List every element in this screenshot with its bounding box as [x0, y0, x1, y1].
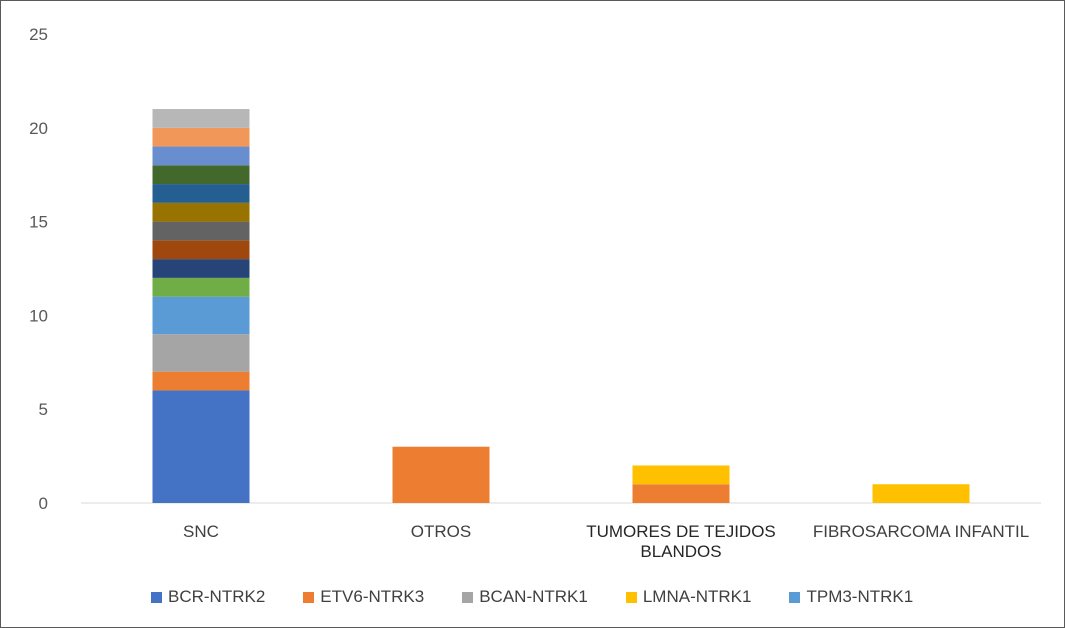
- legend-item: BCAN-NTRK1: [462, 587, 588, 607]
- legend-label: BCR-NTRK2: [168, 587, 266, 606]
- legend-item: LMNA-NTRK1: [625, 587, 752, 607]
- y-tick-label: 25: [29, 25, 48, 44]
- x-category-label: SNC: [183, 522, 219, 541]
- x-category-label: FIBROSARCOMA INFANTIL: [813, 522, 1029, 541]
- legend-item: TPM3-NTRK1: [789, 587, 913, 607]
- bar-segment: [152, 165, 250, 185]
- y-tick-label: 15: [29, 213, 48, 232]
- y-tick-label: 5: [39, 400, 48, 419]
- bars-layer: [152, 109, 970, 503]
- bar-segment: [152, 202, 250, 222]
- bar-segment: [152, 240, 250, 260]
- legend-label: LMNA-NTRK1: [642, 587, 752, 606]
- y-tick-label: 20: [29, 119, 48, 138]
- legend-swatch: [625, 591, 637, 603]
- bar-segment: [152, 109, 250, 128]
- legend-swatch: [789, 591, 801, 603]
- y-axis-ticks: 0 5 10 15 20 25: [29, 25, 48, 513]
- bar-segment: [152, 277, 250, 297]
- bar-segment: [152, 259, 250, 278]
- legend-item: BCR-NTRK2: [151, 587, 265, 607]
- legend-swatch: [462, 591, 474, 603]
- bar-segment: [152, 390, 250, 503]
- legend-item: ETV6-NTRK3: [303, 587, 424, 607]
- legend-label: TPM3-NTRK1: [806, 587, 914, 606]
- bar-segment: [632, 465, 730, 485]
- bar-segment: [152, 296, 250, 335]
- legend-label: ETV6-NTRK3: [320, 587, 425, 606]
- legend-swatch: [151, 591, 162, 603]
- bar-segment: [152, 371, 250, 391]
- legend: BCR-NTRK2 ETV6-NTRK3 BCAN-NTRK1 LMNA-NTRK1 T…: [151, 585, 913, 609]
- y-tick-label: 0: [39, 494, 48, 513]
- bar-segment: [152, 146, 250, 166]
- x-axis-labels: SNC OTROS TUMORES DE TEJIDOS BLANDOS FIBROSA…: [183, 522, 1029, 561]
- y-tick-label: 10: [29, 306, 48, 325]
- bar-segment: [392, 446, 490, 503]
- x-category-label: TUMORES DE TEJIDOS BLANDOS: [586, 522, 776, 561]
- bar-segment: [152, 221, 250, 241]
- bar-segment: [152, 184, 250, 203]
- bar-segment: [632, 484, 730, 503]
- bar-segment: [152, 334, 250, 372]
- x-category-label: OTROS: [411, 522, 471, 541]
- legend-label: BCAN-NTRK1: [479, 587, 588, 606]
- legend-swatch: [303, 591, 315, 603]
- bar-segment: [872, 484, 970, 503]
- bar-segment: [152, 127, 250, 147]
